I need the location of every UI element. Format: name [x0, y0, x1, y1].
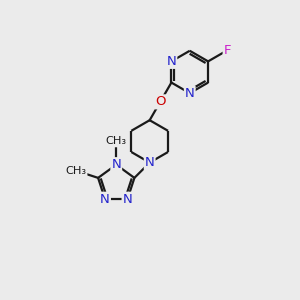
Text: N: N	[145, 156, 154, 169]
Text: N: N	[123, 193, 132, 206]
Text: O: O	[155, 95, 166, 108]
Text: CH₃: CH₃	[65, 166, 86, 176]
Text: N: N	[100, 193, 110, 206]
Text: CH₃: CH₃	[106, 136, 127, 146]
Text: F: F	[224, 44, 231, 57]
Text: N: N	[185, 87, 195, 100]
Text: N: N	[167, 55, 176, 68]
Text: N: N	[111, 158, 121, 171]
